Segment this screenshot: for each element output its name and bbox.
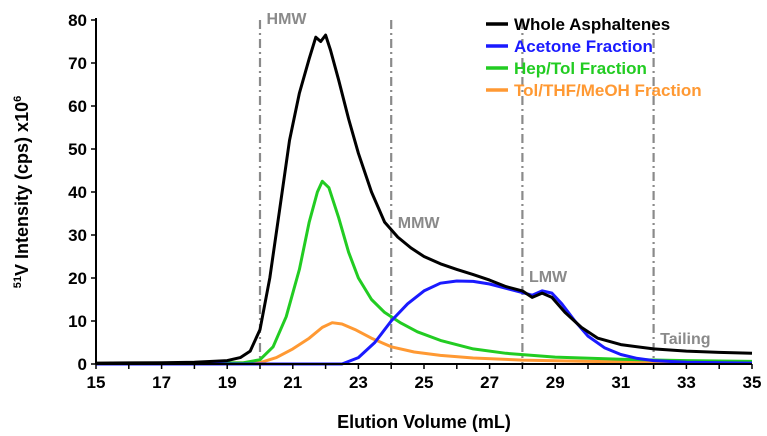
x-axis-title: Elution Volume (mL)	[337, 412, 511, 432]
x-tick-label: 29	[546, 373, 565, 392]
ticks: 15 17 19 21 23 25 27 29 31 33 35 0 10 20 30 40 50 60 70 80	[68, 11, 761, 392]
series-lines	[95, 33, 753, 366]
x-tick-label: 21	[283, 373, 302, 392]
legend-label: Tol/THF/MeOH Fraction	[514, 81, 702, 100]
legend-label: Acetone Fraction	[514, 37, 653, 56]
y-tick-label: 20	[68, 269, 87, 288]
y-tick-label: 50	[68, 140, 87, 159]
region-label: LMW	[529, 269, 568, 286]
y-tick-label: 60	[68, 97, 87, 116]
y-axis-title: 51V Intensity (cps) x106	[12, 96, 32, 288]
y-tick-label: 70	[68, 54, 87, 73]
legend: Whole Asphaltenes Acetone Fraction Hep/Tol…	[486, 15, 702, 100]
y-tick-label: 0	[78, 355, 87, 374]
y-tick-label: 80	[68, 11, 87, 30]
series-line-0	[95, 33, 753, 365]
y-title-exponent: 6	[12, 96, 24, 102]
x-tick-label: 27	[480, 373, 499, 392]
series-line-2	[95, 179, 753, 366]
x-tick-label: 23	[349, 373, 368, 392]
x-tick-label: 25	[415, 373, 434, 392]
x-tick-label: 35	[743, 373, 762, 392]
region-boundaries	[258, 20, 655, 364]
y-title-isotope: 51	[12, 276, 24, 288]
x-tick-label: 33	[677, 373, 696, 392]
legend-label: Whole Asphaltenes	[514, 15, 670, 34]
x-tick-label: 31	[611, 373, 630, 392]
region-label: MMW	[398, 215, 441, 232]
legend-label: Hep/Tol Fraction	[514, 59, 647, 78]
x-tick-label: 19	[218, 373, 237, 392]
y-tick-label: 30	[68, 226, 87, 245]
region-label: HMW	[267, 11, 308, 28]
region-label: Tailing	[660, 331, 710, 348]
y-tick-label: 40	[68, 183, 87, 202]
y-tick-label: 10	[68, 312, 87, 331]
region-labels: HMW MMW LMW Tailing	[267, 11, 711, 348]
x-tick-label: 15	[87, 373, 106, 392]
x-tick-label: 17	[152, 373, 171, 392]
series-line-3	[95, 321, 753, 366]
y-title-main: V Intensity (cps) x10	[12, 102, 32, 276]
